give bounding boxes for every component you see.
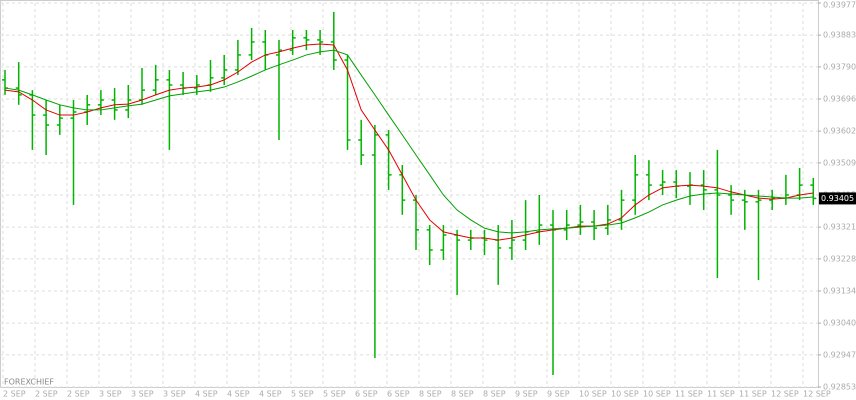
x-tick-label: 8 SEP [451,390,474,399]
x-tick-label: 2 SEP [67,390,90,399]
x-tick-label: 8 SEP [483,390,506,399]
x-tick-label: 4 SEP [259,390,282,399]
x-tick-label: 9 SEP [515,390,538,399]
x-tick-label: 3 SEP [163,390,186,399]
current-price: 0.93405 [821,194,854,203]
y-tick-label: 0.93696 [823,95,856,104]
x-tick-label: 12 SEP [803,390,831,399]
x-tick-label: 11 SEP [707,390,735,399]
y-tick-label: 0.93602 [823,127,856,136]
y-tick-label: 0.93790 [823,62,856,71]
y-tick-label: 0.93040 [823,319,856,328]
y-tick-label: 0.93509 [823,158,856,167]
y-tick-label: 0.93228 [823,254,856,263]
y-tick-label: 0.93321 [823,223,856,232]
x-tick-label: 2 SEP [3,390,26,399]
ma-line [4,43,814,241]
x-tick-label: 3 SEP [131,390,154,399]
x-tick-label: 5 SEP [323,390,346,399]
x-tick-label: 6 SEP [387,390,410,399]
x-tick-label: 10 SEP [611,390,639,399]
y-tick-label: 0.93883 [823,31,856,40]
x-tick-label: 11 SEP [675,390,703,399]
watermark: FOREXCHIEF [4,378,54,387]
y-tick-label: 0.92947 [823,350,856,359]
x-tick-label: 5 SEP [291,390,314,399]
x-tick-label: 11 SEP [739,390,767,399]
x-tick-label: 8 SEP [419,390,442,399]
x-tick-label: 2 SEP [35,390,58,399]
x-tick-label: 9 SEP [547,390,570,399]
x-tick-label: 10 SEP [643,390,671,399]
plot-area [0,0,819,388]
x-tick-label: 4 SEP [195,390,218,399]
x-tick-label: 3 SEP [99,390,122,399]
x-tick-label: 10 SEP [579,390,607,399]
y-tick-label: 0.93977 [823,1,856,10]
ma-line [4,49,814,234]
x-tick-label: 6 SEP [355,390,378,399]
x-tick-label: 4 SEP [227,390,250,399]
price-box [819,192,856,205]
x-tick-label: 12 SEP [771,390,799,399]
y-tick-label: 0.92853 [823,383,856,392]
y-tick-label: 0.93134 [823,287,856,296]
